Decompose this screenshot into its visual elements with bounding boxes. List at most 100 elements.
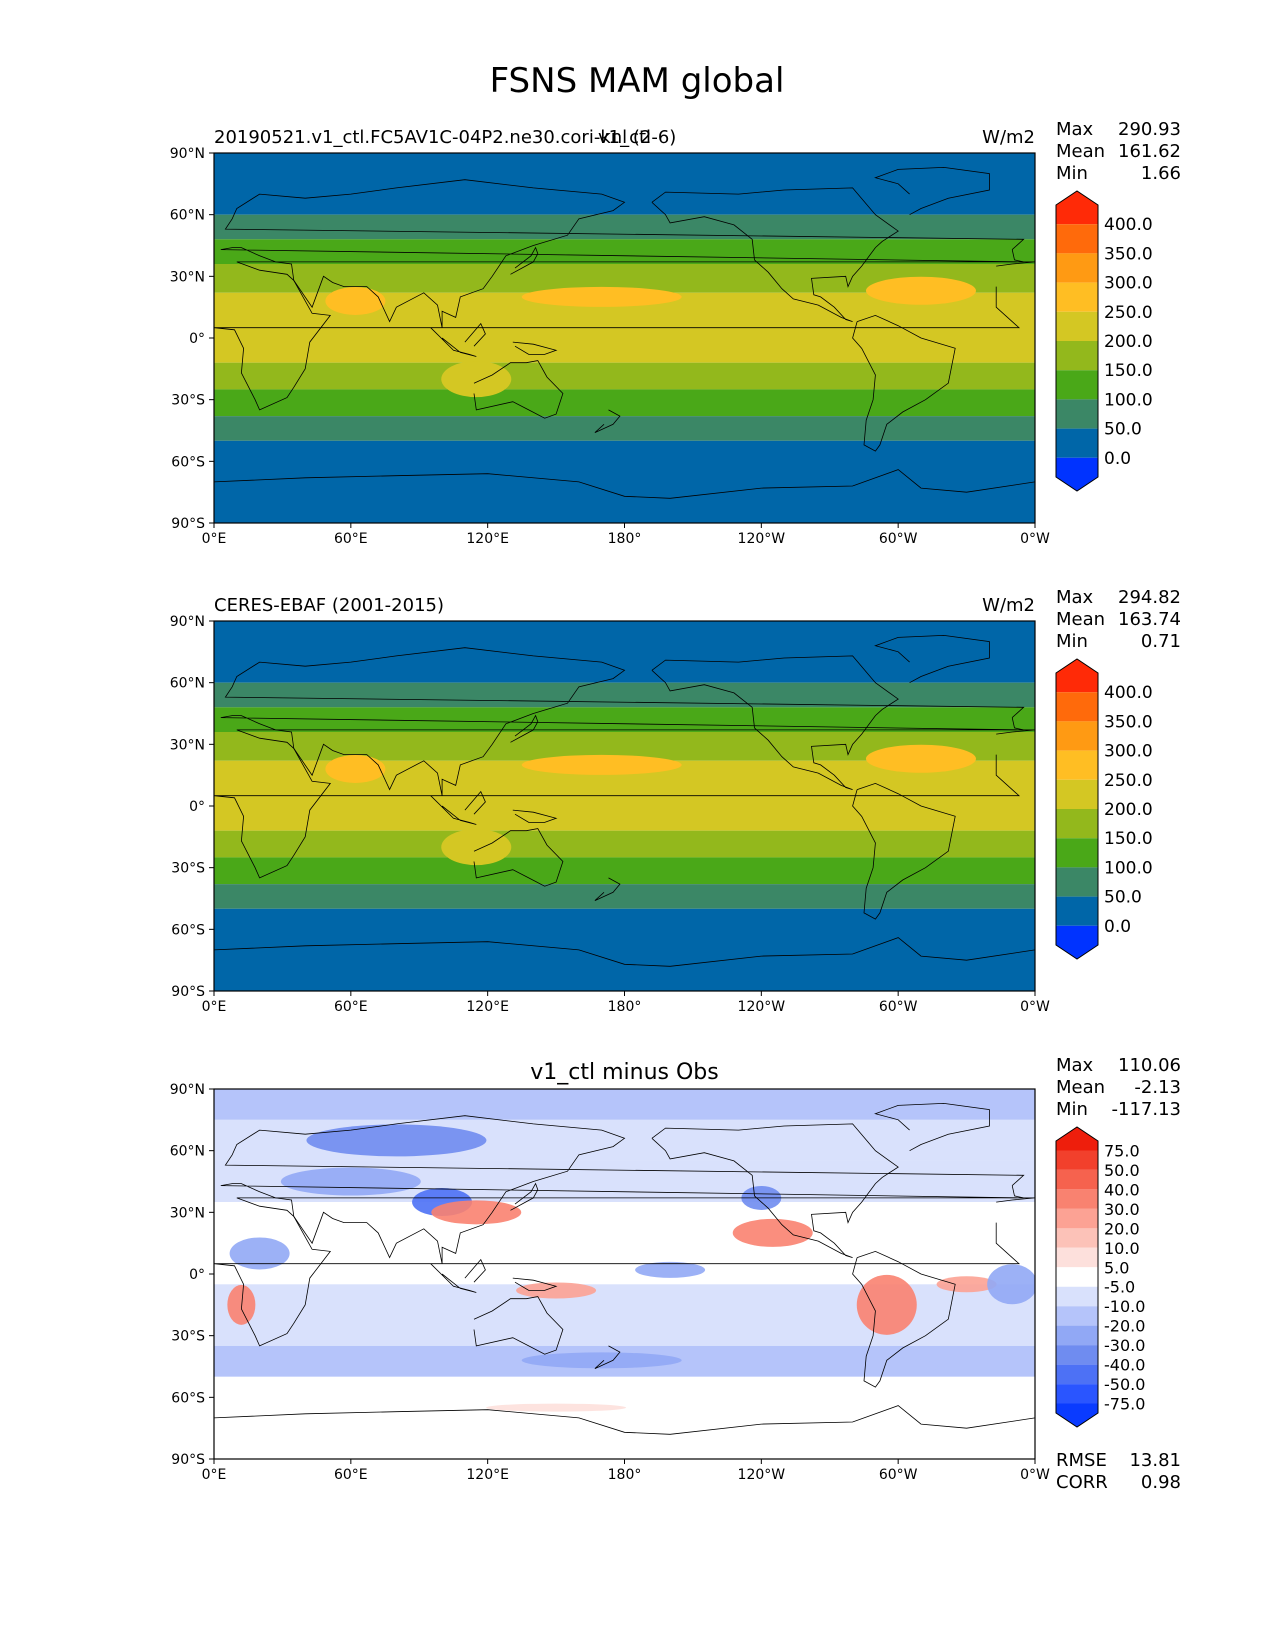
colorbar-label: 250.0 [1104, 303, 1153, 323]
metric-value: 0.98 [1141, 1472, 1181, 1493]
coastline [852, 782, 956, 920]
field-patch [856, 1274, 917, 1335]
colorbar-label: 50.0 [1104, 888, 1142, 908]
coastline [512, 1277, 558, 1291]
colorbar-segment [1056, 1127, 1098, 1151]
coastline [220, 1115, 1025, 1264]
x-tick-label: 60°E [334, 1467, 368, 1483]
x-tick-label: 120°E [466, 1467, 509, 1483]
field-patch [521, 1352, 682, 1369]
figure-title: FSNS MAM global [490, 61, 785, 101]
y-tick-label: 90°N [170, 614, 205, 630]
colorbar-segment [1056, 457, 1098, 491]
map-field [214, 1089, 1035, 1459]
map-panel-test: 0°E 60°E 120°E 180° 120°W 60°W 0°W 90°N 60°N 30°N… [170, 119, 1181, 547]
x-tick-label: 120°W [738, 531, 786, 547]
colorbar-segment [1056, 1364, 1098, 1385]
field-band [214, 621, 1035, 683]
field-patch [431, 1200, 522, 1225]
colorbar-segment [1056, 1169, 1098, 1190]
colorbar-segment [1056, 721, 1098, 751]
y-tick-label: 30°S [171, 861, 205, 877]
field-patch [865, 744, 976, 773]
colorbar-label: -50.0 [1104, 1375, 1145, 1394]
y-tick-label: 90°N [170, 146, 205, 162]
colorbar-segment [1056, 779, 1098, 809]
colorbar-segment [1056, 1247, 1098, 1268]
x-tick-label: 60°W [879, 531, 918, 547]
stat-value: 294.82 [1118, 587, 1181, 608]
x-tick-label: 60°E [334, 999, 368, 1015]
panel-center-title: v1_ctl minus Obs [530, 1060, 718, 1085]
y-tick-label: 0° [189, 799, 205, 815]
coastlines [214, 1102, 1035, 1435]
colorbar-label: 10.0 [1104, 1239, 1140, 1258]
colorbar-label: 150.0 [1104, 361, 1153, 381]
colorbar-label: 350.0 [1104, 244, 1153, 264]
field-patch [865, 276, 976, 305]
x-tick-label: 180° [608, 1467, 642, 1483]
colorbar-label: 400.0 [1104, 683, 1153, 703]
y-tick-label: 90°N [170, 1082, 205, 1098]
stat-label: Min [1056, 631, 1088, 652]
colorbar-label: 300.0 [1104, 274, 1153, 294]
y-tick-label: 30°N [170, 737, 205, 753]
field-patch [858, 1358, 939, 1375]
stat-label: Max [1056, 1055, 1094, 1076]
coastline [220, 179, 1025, 328]
colorbar-segment [1056, 191, 1098, 225]
field-patch [732, 1218, 813, 1247]
y-tick-label: 30°S [171, 393, 205, 409]
coastline [594, 409, 621, 433]
y-tick-label: 30°N [170, 1205, 205, 1221]
colorbar-segment [1056, 399, 1098, 429]
field-patch [486, 1403, 627, 1412]
coastline [874, 166, 990, 216]
colorbar-label: 400.0 [1104, 215, 1153, 235]
y-tick-label: 30°N [170, 269, 205, 285]
coastline [594, 877, 621, 901]
stat-value: 290.93 [1118, 119, 1181, 140]
y-tick-label: 0° [189, 1267, 205, 1283]
stat-label: Max [1056, 119, 1094, 140]
field-patch [987, 1264, 1035, 1305]
field-patch [635, 1261, 706, 1278]
colorbar: 0.0 50.0 100.0 150.0 200.0 250.0 300.0 350.0 400… [1055, 190, 1153, 492]
y-tick-label: 30°S [171, 1329, 205, 1345]
field-patch [325, 755, 386, 783]
colorbar-segment [1056, 692, 1098, 722]
field-band [214, 908, 1035, 991]
field-patch [441, 361, 512, 398]
coastline [512, 809, 558, 823]
y-tick-label: 90°S [171, 1452, 205, 1468]
field-patch [441, 829, 512, 866]
y-tick-label: 60°S [171, 454, 205, 470]
stat-label: Min [1056, 1099, 1088, 1120]
colorbar-label: 250.0 [1104, 771, 1153, 791]
coastline [651, 187, 899, 322]
map-panel-reference: 0°E 60°E 120°E 180° 120°W 60°W 0°W 90°N 60°N 30°N… [170, 587, 1181, 1015]
field-patch [521, 754, 682, 775]
field-band [214, 362, 1035, 390]
metric-label: RMSE [1056, 1450, 1107, 1471]
metric-value: 13.81 [1129, 1450, 1181, 1471]
colorbar-label: -10.0 [1104, 1297, 1145, 1316]
field-band [214, 682, 1035, 708]
coastline [464, 322, 486, 347]
field-patch [936, 1276, 997, 1293]
x-tick-label: 180° [608, 531, 642, 547]
colorbar-segment [1056, 750, 1098, 780]
coastline [594, 1345, 621, 1369]
coastline [874, 634, 990, 684]
colorbar-segment [1056, 1306, 1098, 1326]
colorbar-label: 30.0 [1104, 1200, 1140, 1219]
colorbar-label: 0.0 [1104, 917, 1131, 937]
colorbar-label: 200.0 [1104, 800, 1153, 820]
colorbar-segment [1056, 896, 1098, 926]
colorbar-segment [1056, 659, 1098, 693]
colorbar-segment [1056, 925, 1098, 959]
stat-value: -2.13 [1134, 1077, 1181, 1098]
coastline [852, 1250, 956, 1388]
colorbar-segment [1056, 428, 1098, 458]
colorbar-label: 200.0 [1104, 332, 1153, 352]
